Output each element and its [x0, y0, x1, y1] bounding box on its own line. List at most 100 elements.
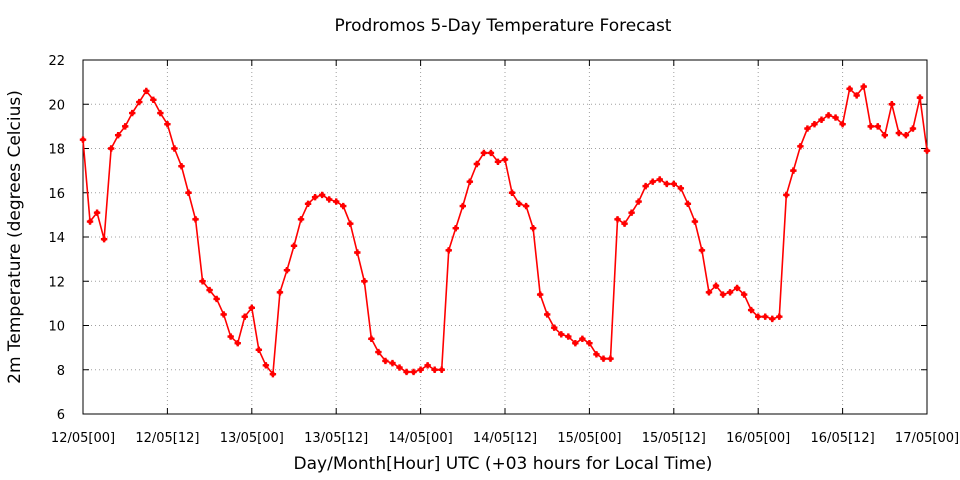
data-point-dot	[425, 363, 430, 368]
data-point-dot	[312, 194, 318, 200]
data-point-dot	[587, 340, 592, 346]
x-axis-label: Day/Month[Hour] UTC (+03 hours for Local…	[294, 454, 713, 474]
data-point-dot	[340, 203, 346, 209]
x-axis-tick-labels: 12/05[00] 12/05[12] 13/05[00] 13/05[12] 14/0…	[51, 431, 959, 446]
data-point-dot	[573, 340, 578, 346]
data-point-dot	[685, 201, 691, 207]
data-point-dot	[129, 110, 135, 116]
y-tick-label: 20	[48, 98, 65, 113]
data-point-dot	[910, 126, 916, 131]
data-point-dot	[298, 217, 304, 222]
data-point-dot	[362, 278, 367, 284]
data-point-dot	[481, 150, 487, 156]
data-point-dot	[699, 247, 705, 253]
data-point-dot	[446, 247, 452, 253]
data-point-dot	[390, 360, 395, 366]
data-point-dot	[720, 292, 726, 297]
data-point-dot	[819, 117, 824, 123]
y-tick-label: 14	[48, 231, 65, 246]
data-point-dot	[87, 219, 93, 224]
data-point-dot	[151, 97, 156, 103]
x-tick-label: 12/05[12]	[135, 431, 199, 446]
data-point-dot	[376, 349, 381, 355]
data-point-dot	[777, 314, 782, 319]
data-point-dot	[868, 124, 874, 129]
data-point-dot	[249, 305, 255, 311]
data-point-dot	[840, 121, 845, 127]
data-point-dot	[256, 347, 262, 353]
series-temperature	[79, 83, 931, 378]
data-point-dot	[136, 99, 142, 105]
data-point-dot	[242, 314, 248, 319]
data-point-dot	[551, 325, 557, 331]
data-point-dot	[94, 210, 100, 215]
data-point-dot	[713, 283, 719, 288]
data-point-dot	[80, 137, 86, 142]
y-tick-label: 22	[48, 54, 65, 69]
x-tick-label: 12/05[00]	[51, 431, 115, 446]
data-point-dot	[144, 88, 149, 94]
data-point-dot	[516, 201, 522, 207]
data-point-dot	[650, 179, 655, 184]
data-point-dot	[917, 95, 923, 100]
x-tick-label: 13/05[12]	[304, 431, 368, 446]
data-point-dot	[769, 316, 775, 322]
y-tick-label: 6	[57, 408, 65, 423]
data-point-dot	[488, 150, 494, 156]
data-point-dot	[594, 351, 599, 357]
data-point-dot	[221, 312, 226, 317]
data-point-dot	[636, 199, 641, 204]
data-point-dot	[101, 236, 107, 242]
data-point-dot	[924, 148, 930, 154]
data-point-dot	[467, 179, 473, 184]
data-point-dot	[158, 110, 163, 116]
data-point-dot	[355, 250, 360, 255]
data-point-dot	[544, 312, 550, 317]
axis-ticks	[82, 59, 928, 415]
y-axis-tick-labels: 6 8 10 12 14 16 18 20 22	[48, 54, 65, 423]
data-point-dot	[608, 356, 613, 361]
data-point-dot	[601, 356, 606, 361]
data-point-dot	[502, 157, 508, 162]
x-tick-label: 13/05[00]	[220, 431, 284, 446]
data-point-dot	[291, 243, 297, 249]
data-point-dot	[432, 367, 437, 373]
data-point-dot	[530, 225, 536, 231]
data-point-dot	[404, 369, 409, 375]
data-point-dot	[812, 121, 817, 127]
data-point-dot	[566, 334, 571, 339]
data-point-dot	[186, 190, 191, 196]
data-point-dot	[798, 143, 803, 149]
data-point-dot	[643, 183, 648, 189]
data-point-dot	[108, 146, 114, 151]
data-point-dot	[826, 113, 831, 118]
data-point-dot	[397, 365, 402, 370]
data-point-dot	[418, 367, 423, 373]
data-point-dot	[755, 314, 761, 319]
data-point-dot	[762, 314, 768, 319]
data-point-dot	[896, 130, 902, 136]
series-line	[82, 85, 928, 375]
data-point-dot	[474, 161, 480, 167]
data-point-dot	[214, 296, 219, 302]
data-point-dot	[270, 371, 276, 377]
data-point-dot	[671, 181, 677, 187]
data-point-dot	[495, 159, 501, 165]
data-point-dot	[207, 287, 212, 293]
data-point-dot	[903, 132, 909, 138]
data-point-dot	[319, 192, 325, 198]
data-point-dot	[734, 285, 740, 291]
grid	[83, 60, 927, 414]
data-point-dot	[305, 201, 311, 207]
data-point-dot	[263, 363, 269, 368]
data-point-dot	[193, 217, 198, 222]
data-point-dot	[383, 358, 388, 364]
data-point-dot	[727, 290, 733, 295]
y-tick-label: 10	[48, 320, 65, 335]
data-point-dot	[741, 292, 747, 297]
data-point-dot	[115, 132, 121, 138]
data-point-dot	[622, 221, 627, 227]
data-point-dot	[369, 336, 374, 342]
